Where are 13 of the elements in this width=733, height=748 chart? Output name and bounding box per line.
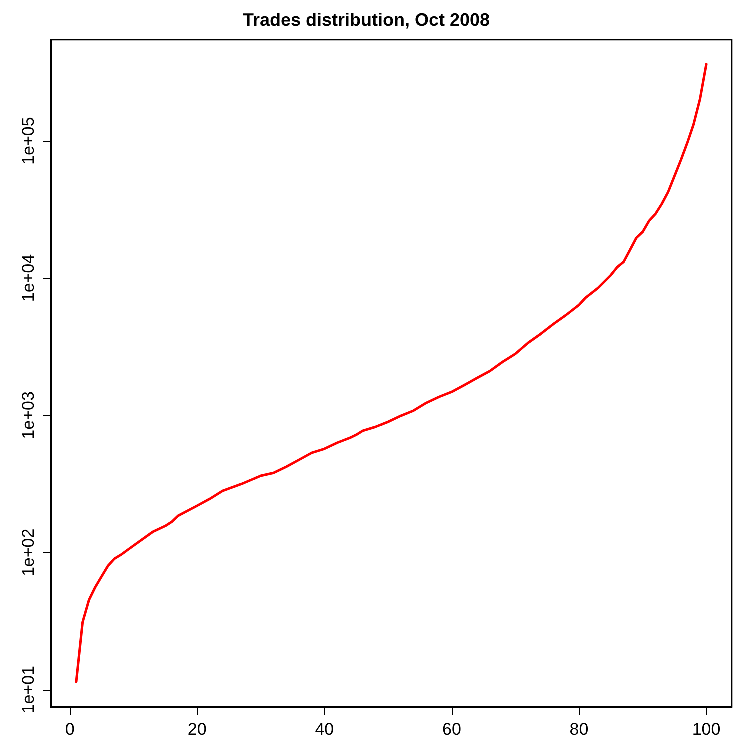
x-tick-label: 0	[65, 720, 75, 739]
y-tick-label: 1e+05	[19, 117, 38, 165]
x-tick-label: 80	[570, 720, 589, 739]
y-tick-label: 1e+04	[19, 254, 38, 302]
line-series	[75, 63, 708, 684]
y-tick-label: 1e+02	[19, 528, 38, 577]
x-tick-label: 20	[188, 720, 207, 739]
x-tick-label: 40	[315, 720, 334, 739]
x-tick-label: 60	[442, 720, 462, 739]
chart-title: Trades distribution, Oct 2008	[242, 10, 490, 30]
y-tick-label: 1e+03	[19, 392, 38, 440]
y-tick-label: 1e+01	[19, 666, 38, 714]
x-tick-label: 100	[692, 720, 721, 739]
